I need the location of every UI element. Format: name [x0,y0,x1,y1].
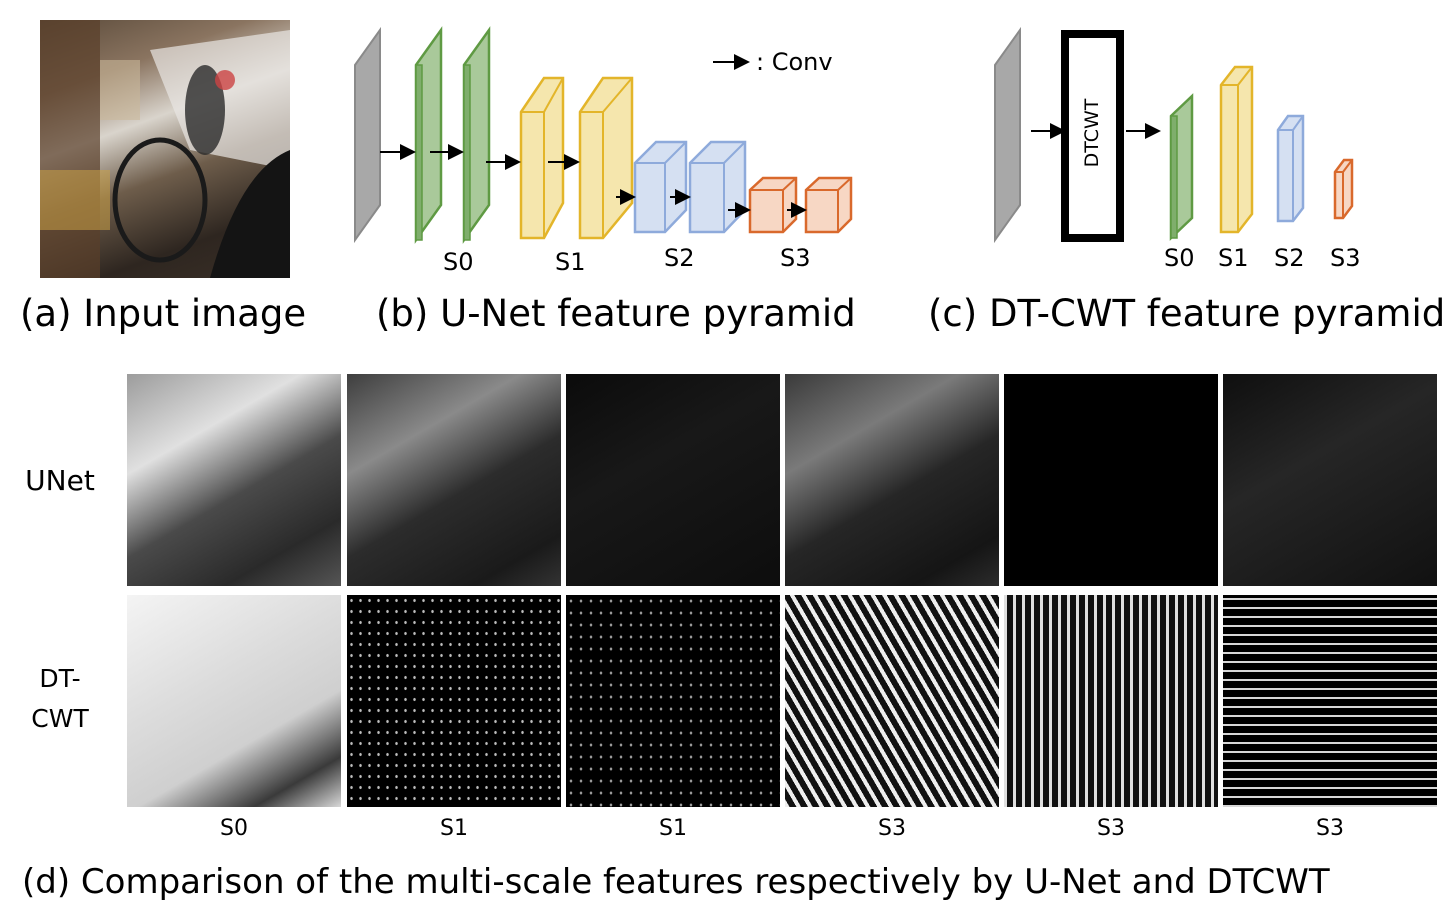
unet-feature-map-s0 [127,374,341,586]
unet-feature-map-s3-a [785,374,999,586]
column-label-1: S0 [220,816,248,841]
input-layer-slab [354,26,381,244]
dtcwt-feature-map-s0 [127,595,341,807]
unet-scale-label-s3: S3 [780,244,811,272]
dtcwt-pyramid-diagram [994,26,1354,244]
input-image-scene [40,20,290,278]
unet-scale-label-s0: S0 [443,248,474,276]
dtcwt-feature-map-s1-a [347,595,561,807]
panel-d-caption: (d) Comparison of the multi-scale featur… [22,862,1330,902]
unet-feature-map-s1-b [566,374,780,586]
unet-pyramid-diagram [354,26,853,244]
unet-scale-label-s1: S1 [555,248,586,276]
input-image [40,20,290,278]
dtcwt-feature-map-s1-b [566,595,780,807]
dtcwt-scale-label-s2: S2 [1274,244,1305,272]
unet-feature-map-s1-a [347,374,561,586]
dtcwt-input-slab [994,26,1021,244]
column-label-4: S3 [878,816,906,841]
s1-feature-block-1 [519,76,565,240]
s2-feature-block-2 [688,140,747,234]
legend-conv-label: : Conv [756,48,833,76]
dtcwt-s2-block [1276,114,1305,223]
unet-feature-map-s3-b [1004,374,1218,586]
dtcwt-s1-block [1219,65,1254,234]
panel-a-caption: (a) Input image [20,292,307,335]
dtcwt-feature-map-s3-b [1004,595,1218,807]
row-label-dtcwt-line2: CWT [31,704,89,733]
dtcwt-s0-slab [1169,93,1194,241]
unet-feature-map-s3-c [1223,374,1437,586]
dtcwt-scale-label-s0: S0 [1164,244,1195,272]
unet-scale-label-s2: S2 [664,244,695,272]
s1-feature-block-2 [578,76,634,240]
s0-feature-slab-1 [414,26,443,244]
dtcwt-scale-label-s3: S3 [1330,244,1361,272]
s3-feature-block-1 [748,176,798,234]
s2-feature-block-1 [633,140,688,234]
row-label-unet: UNet [25,464,95,497]
panel-b-caption: (b) U-Net feature pyramid [376,292,856,335]
s0-feature-slab-2 [462,26,491,244]
dtcwt-s3-block [1333,158,1354,220]
row-label-dtcwt-line1: DT- [39,664,81,693]
column-label-2: S1 [440,816,468,841]
column-label-3: S1 [659,816,687,841]
dtcwt-transform-box [1061,30,1124,242]
dtcwt-transform-label: DTCWT [1081,98,1103,168]
dtcwt-feature-map-s3-c [1223,595,1437,807]
s3-feature-block-2 [804,176,853,234]
dtcwt-scale-label-s1: S1 [1218,244,1249,272]
panel-c-caption: (c) DT-CWT feature pyramid [928,292,1446,335]
column-label-6: S3 [1316,816,1344,841]
column-label-5: S3 [1097,816,1125,841]
dtcwt-feature-map-s3-a [785,595,999,807]
